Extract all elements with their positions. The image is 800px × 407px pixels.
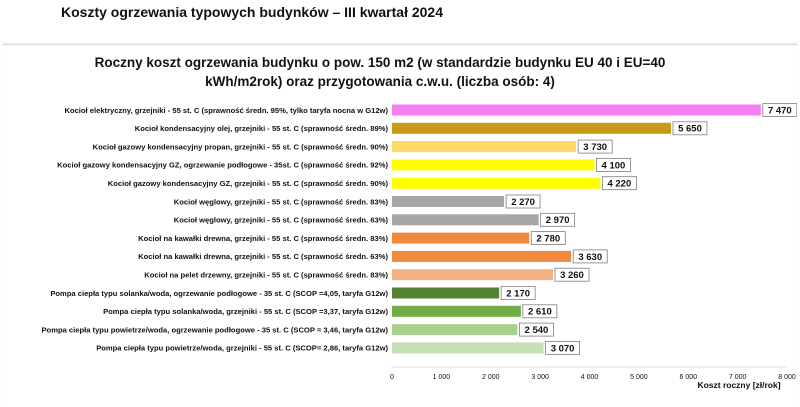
value-label: 4 220	[607, 179, 631, 190]
category-label: Kocioł węglowy, grzejniki - 55 st. C (sp…	[174, 197, 389, 206]
bar-chart: Roczny koszt ogrzewania budynku o pow. 1…	[41, 55, 797, 390]
x-tick-label: 3 000	[531, 374, 549, 381]
category-label: Pompa ciepła typu solanka/woda, ogrzewan…	[50, 289, 388, 298]
value-label: 2 270	[511, 197, 535, 208]
bar	[392, 324, 518, 336]
category-label: Kocioł gazowy kondensacyjny GZ, ogrzewan…	[57, 161, 388, 170]
x-tick-label: 7 000	[729, 374, 747, 381]
category-label: Pompa ciepła typu powietrze/woda, grzejn…	[96, 344, 388, 353]
value-label: 4 100	[602, 160, 626, 171]
value-label-box	[762, 103, 797, 117]
bar	[392, 159, 595, 171]
category-label: Kocioł na kawałki drewna, grzejniki - 55…	[138, 252, 388, 261]
category-label: Kocioł elektryczny, grzejniki - 55 st. C…	[64, 106, 388, 115]
value-label: 3 260	[560, 270, 584, 281]
value-label-box	[530, 231, 566, 246]
category-label: Pompa ciepła typu solanka/woda, grzejnik…	[103, 307, 388, 316]
x-tick-labels: 0 1 000 2 000 3 000 4 000 5 000 6 000 7 000 8 00…	[390, 374, 796, 381]
chart-title-line-2: kWh/m2rok) oraz przygotowania c.w.u. (li…	[205, 74, 555, 89]
value-label: 3 630	[578, 252, 602, 263]
value-labels: 7 470 5 650 3 730 4 100 4 220 2 270 2 970 2 780…	[500, 103, 797, 355]
value-label-box	[572, 249, 608, 264]
bar	[392, 122, 671, 134]
bar	[392, 342, 544, 354]
category-labels: Kocioł elektryczny, grzejniki - 55 st. C…	[41, 106, 388, 353]
value-label: 2 610	[528, 307, 552, 318]
value-label-box	[505, 194, 541, 209]
bar	[392, 214, 539, 226]
x-tick-label: 5 000	[630, 374, 648, 381]
value-label-box	[554, 267, 590, 282]
value-label: 2 170	[506, 288, 530, 299]
value-label-box	[601, 176, 637, 191]
x-tick-label: 0	[390, 374, 394, 381]
value-label: 2 780	[536, 234, 560, 245]
value-label-box	[596, 158, 631, 172]
value-label-box	[540, 212, 576, 227]
x-axis-title: Koszt roczny [zł/rok]	[697, 380, 780, 390]
bar	[392, 287, 500, 299]
bar	[392, 305, 521, 317]
x-tick-label: 8 000	[778, 374, 796, 381]
page-title: Koszty ogrzewania typowych budynków – II…	[61, 4, 443, 20]
category-label: Kocioł gazowy kondensacyjny propan, grze…	[93, 142, 389, 151]
bars	[392, 104, 761, 354]
value-label: 2 540	[525, 325, 549, 336]
value-label: 3 070	[551, 343, 575, 354]
value-label: 2 970	[546, 215, 570, 226]
x-tick-label: 1 000	[433, 374, 451, 381]
value-label-box	[672, 121, 708, 136]
bar	[392, 177, 601, 189]
bar	[392, 104, 761, 116]
chart-title-line-1: Roczny koszt ogrzewania budynku o pow. 1…	[95, 55, 666, 70]
value-label: 5 650	[678, 124, 702, 135]
bar	[392, 232, 530, 244]
x-tick-label: 2 000	[482, 374, 500, 381]
category-label: Kocioł gazowy kondensacyjny GZ, grzejnik…	[108, 179, 389, 188]
value-label-box	[500, 286, 536, 300]
category-label: Kocioł kondensacyjny olej, grzejniki - 5…	[135, 124, 389, 133]
bar	[392, 141, 577, 153]
value-label-box	[519, 322, 554, 337]
x-tick-label: 4 000	[581, 374, 599, 381]
value-label-box	[577, 139, 613, 154]
category-label: Pompa ciepła typu powietrze/woda, ogrzew…	[41, 325, 388, 334]
x-tick-label: 6 000	[679, 374, 697, 381]
bar	[392, 269, 553, 281]
value-label: 7 470	[768, 105, 792, 116]
category-label: Kocioł na pelet drzewny, grzejniki - 55 …	[144, 271, 388, 280]
chart-container: Roczny koszt ogrzewania budynku o pow. 1…	[3, 44, 797, 405]
bar	[392, 196, 505, 207]
value-label: 3 730	[583, 142, 607, 153]
category-label: Kocioł węglowy, grzejniki - 55 st. C (sp…	[174, 216, 389, 225]
value-label-box	[545, 340, 580, 355]
category-label: Kocioł na kawałki drewna, grzejniki - 55…	[138, 234, 388, 243]
bar	[392, 250, 572, 262]
value-label-box	[522, 304, 558, 319]
